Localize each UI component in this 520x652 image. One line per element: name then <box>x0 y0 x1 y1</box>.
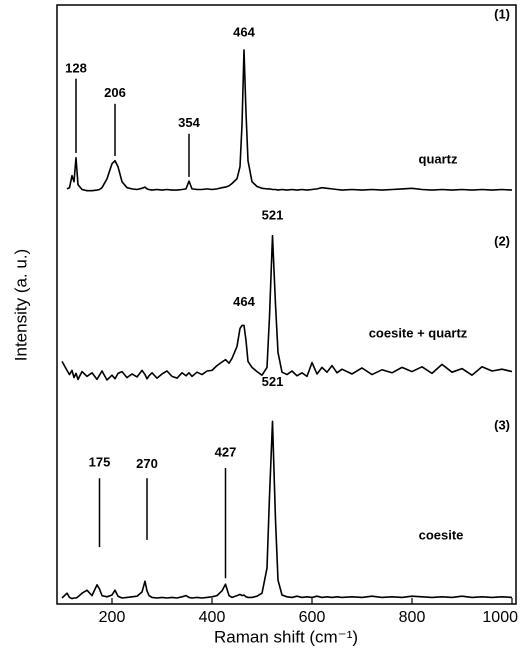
peak-label: 270 <box>136 456 158 471</box>
peak-label: 175 <box>89 455 111 470</box>
series-name: coesite + quartz <box>369 325 468 340</box>
y-axis-title: Intensity (a. u.) <box>11 249 30 361</box>
peak-label: 521 <box>262 374 284 389</box>
peak-label: 128 <box>65 61 87 76</box>
x-axis-title: Raman shift (cm⁻¹) <box>214 627 358 646</box>
x-tick-label: 800 <box>399 609 426 626</box>
series-name: coesite <box>419 527 464 542</box>
series-number: (1) <box>494 6 510 21</box>
series-number: (2) <box>494 233 510 248</box>
series-name: quartz <box>419 151 459 166</box>
plot-frame <box>56 4 517 605</box>
series-number: (3) <box>494 417 510 432</box>
peak-label: 206 <box>104 85 126 100</box>
x-tick-label: 400 <box>199 609 226 626</box>
x-tick-label: 600 <box>299 609 326 626</box>
peak-label: 354 <box>178 115 200 130</box>
peak-label: 464 <box>233 25 255 40</box>
x-tick-label: 1000 <box>482 609 518 626</box>
x-tick-label: 200 <box>99 609 126 626</box>
peak-label: 521 <box>262 207 284 222</box>
spectrum-line <box>61 420 513 600</box>
peak-label: 464 <box>233 294 255 309</box>
spectrum-line <box>61 234 513 381</box>
peak-label: 427 <box>215 444 237 459</box>
spectrum-line <box>66 49 513 192</box>
